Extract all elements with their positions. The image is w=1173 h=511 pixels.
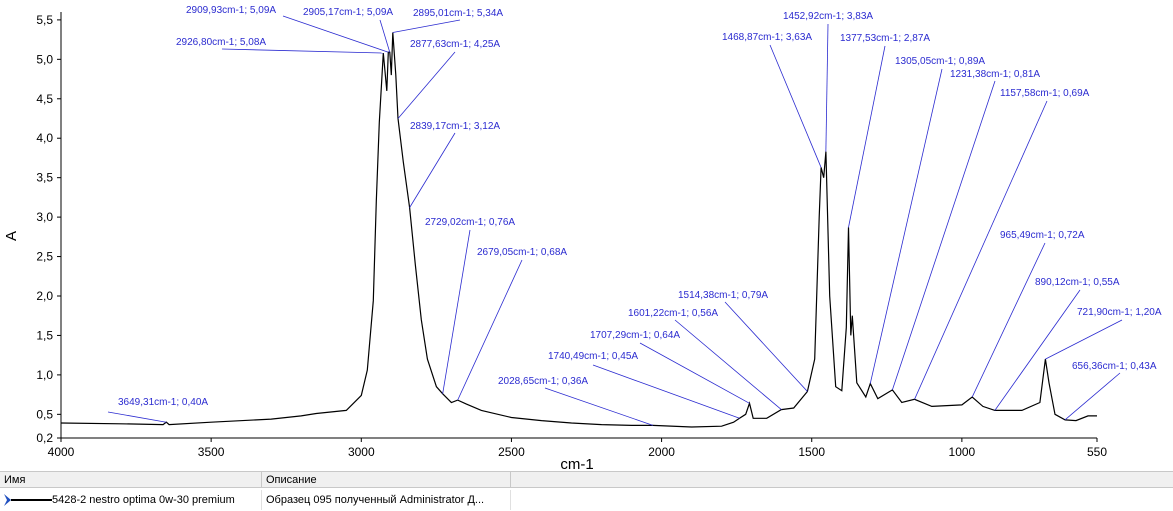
row-icon bbox=[4, 494, 52, 506]
annotation-label: 656,36cm-1; 0,43A bbox=[1072, 361, 1157, 372]
annotation-label: 2839,17cm-1; 3,12A bbox=[410, 121, 500, 132]
annotation-label: 721,90cm-1; 1,20A bbox=[1077, 307, 1162, 318]
annotation-leader bbox=[971, 242, 1046, 398]
x-axis-label: cm-1 bbox=[560, 456, 593, 470]
annotation-leader bbox=[1064, 372, 1121, 421]
annotation-leader bbox=[674, 319, 782, 410]
annotation-leader bbox=[892, 80, 996, 391]
y-tick-label: 2,0 bbox=[36, 289, 53, 303]
y-tick-label: 4,0 bbox=[36, 131, 53, 145]
chart: cm-1 A 0,2 0,5 1,0 1,5 2,0 2,5 3,0 3,5 4,0 4,5 5,0… bbox=[3, 5, 1162, 470]
y-tick-label: 4,5 bbox=[36, 92, 53, 106]
y-tick-label: 0,5 bbox=[36, 407, 53, 421]
annotation-leader bbox=[848, 45, 886, 228]
arrow bbox=[4, 494, 11, 506]
annotation-leader bbox=[769, 44, 822, 168]
cell[interactable]: Образец 095 полученный Administrator Д..… bbox=[262, 490, 511, 510]
annotation-label: 1231,38cm-1; 0,81A bbox=[950, 69, 1040, 80]
header-cell[interactable]: Описание bbox=[262, 471, 511, 488]
annotation-label: 1157,58cm-1; 0,69A bbox=[1000, 88, 1090, 99]
annotation-label: 1601,22cm-1; 0,56A bbox=[628, 308, 718, 319]
annotation-leader bbox=[1045, 319, 1123, 360]
annotation-leader bbox=[639, 342, 750, 404]
annotation-label: 2729,02cm-1; 0,76A bbox=[425, 217, 515, 228]
y-tick-label: 5,0 bbox=[36, 52, 53, 66]
annotation-label: 2028,65cm-1; 0,36A bbox=[498, 376, 588, 387]
annotation-label: 890,12cm-1; 0,55A bbox=[1035, 277, 1120, 288]
y-tick-label: 0,2 bbox=[36, 431, 53, 445]
x-tick-label: 2000 bbox=[648, 445, 675, 459]
annotation-leader bbox=[914, 100, 1048, 400]
annotation-leader bbox=[544, 387, 654, 426]
annotation-label: 1707,29cm-1; 0,64A bbox=[590, 330, 680, 341]
annotation-leader bbox=[994, 289, 1081, 411]
annotation-leader bbox=[592, 364, 740, 419]
annotation-leader bbox=[397, 51, 456, 119]
annotation-label: 1514,38cm-1; 0,79A bbox=[678, 290, 768, 301]
annotation-leader bbox=[442, 229, 471, 394]
annotation-leader bbox=[825, 23, 829, 152]
y-tick-label: 1,5 bbox=[36, 328, 53, 342]
y-tick-label: 2,5 bbox=[36, 250, 53, 264]
annotation-label: 2926,80cm-1; 5,08A bbox=[176, 37, 266, 48]
x-tick-label: 3000 bbox=[348, 445, 375, 459]
annotation-label: 2905,17cm-1; 5,09A bbox=[303, 7, 393, 18]
y-tick-label: 1,0 bbox=[36, 368, 53, 382]
spectrum-line bbox=[60, 32, 1097, 428]
annotation-leader bbox=[107, 411, 167, 423]
annotation-label: 1740,49cm-1; 0,45A bbox=[548, 351, 638, 362]
annotation-leader bbox=[409, 132, 456, 208]
annotation-leader bbox=[457, 259, 523, 401]
table: Имя Описание 5428-2 nestro optima 0w-30 … bbox=[0, 471, 1173, 511]
annotation-leader bbox=[724, 301, 808, 392]
annotation-label: 2895,01cm-1; 5,34A bbox=[413, 8, 503, 19]
cell[interactable]: 5428-2 nestro optima 0w-30 premium bbox=[50, 490, 262, 510]
y-axis-label: A bbox=[3, 231, 20, 241]
annotation-leader bbox=[282, 15, 389, 53]
annotation-label: 1468,87cm-1; 3,63A bbox=[722, 32, 812, 43]
x-tick-label: 3500 bbox=[198, 445, 225, 459]
annotation-label: 2679,05cm-1; 0,68A bbox=[477, 247, 567, 258]
annotation-label: 1452,92cm-1; 3,83A bbox=[783, 11, 873, 22]
annotation-label: 3649,31cm-1; 0,40A bbox=[118, 397, 208, 408]
x-tick-label: 2500 bbox=[498, 445, 525, 459]
x-tick-label: 1500 bbox=[798, 445, 825, 459]
annotation-label: 965,49cm-1; 0,72A bbox=[1000, 230, 1085, 241]
annotation-label: 1305,05cm-1; 0,89A bbox=[895, 56, 985, 67]
annotation-label: 2909,93cm-1; 5,09A bbox=[186, 5, 276, 16]
annotation-label: 2877,63cm-1; 4,25A bbox=[410, 39, 500, 50]
annotation-leader bbox=[869, 68, 943, 384]
x-tick-label: 4000 bbox=[48, 445, 75, 459]
header-filler bbox=[511, 471, 1173, 488]
x-tick-label: 1000 bbox=[949, 445, 976, 459]
annotation-label: 1377,53cm-1; 2,87A bbox=[840, 33, 930, 44]
header-cell[interactable]: Имя bbox=[0, 471, 262, 488]
x-tick-label: 550 bbox=[1087, 445, 1107, 459]
annotation-leader bbox=[379, 19, 391, 53]
y-tick-label: 3,5 bbox=[36, 171, 53, 185]
y-tick-label: 3,0 bbox=[36, 210, 53, 224]
y-tick-label: 5,5 bbox=[36, 13, 53, 27]
annotation-leader bbox=[221, 48, 384, 54]
annotation-leader bbox=[392, 19, 461, 33]
